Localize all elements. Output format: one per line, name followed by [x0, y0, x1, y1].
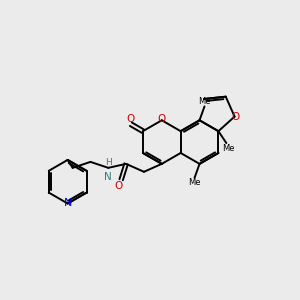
Text: O: O	[158, 114, 166, 124]
Text: O: O	[127, 114, 135, 124]
Text: O: O	[114, 181, 122, 191]
Text: H: H	[105, 158, 112, 167]
Text: Me: Me	[198, 97, 211, 106]
Text: N: N	[64, 199, 72, 208]
Text: N: N	[104, 172, 112, 182]
Text: Me: Me	[188, 178, 201, 187]
Text: O: O	[232, 112, 240, 122]
Text: Me: Me	[222, 143, 235, 152]
